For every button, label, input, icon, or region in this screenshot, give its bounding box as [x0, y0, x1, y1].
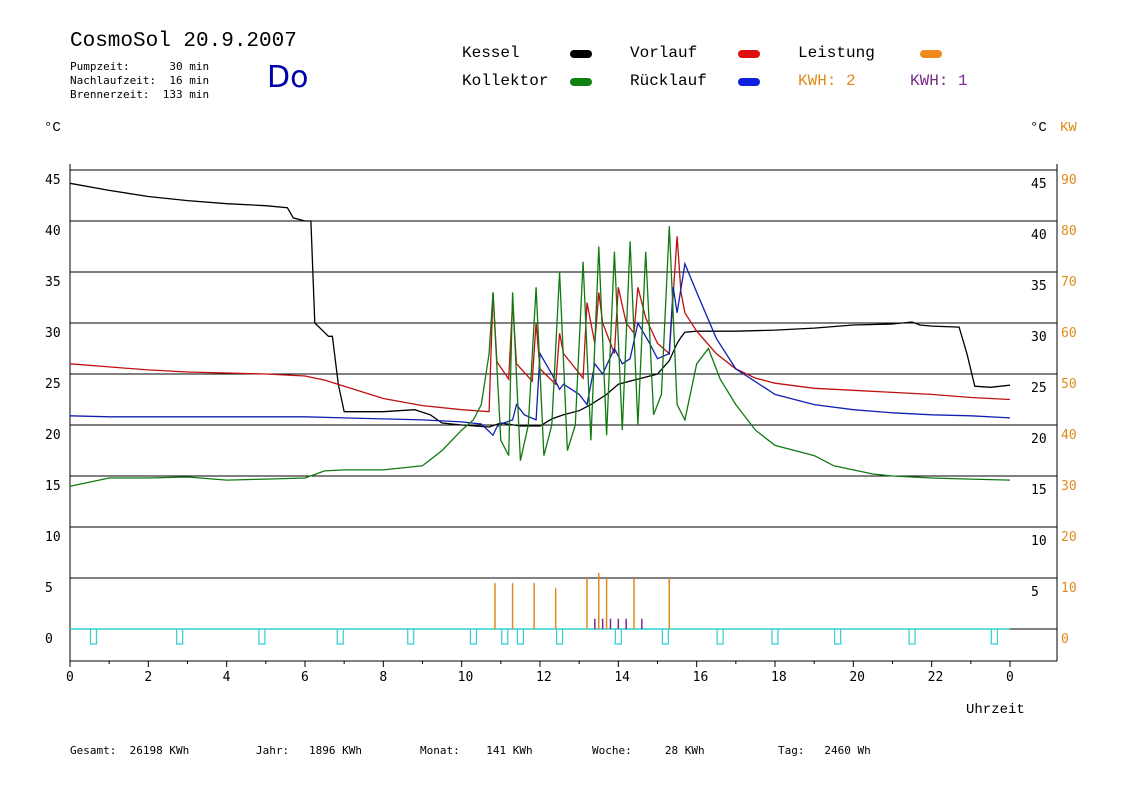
y2-tick-label: 10	[1061, 581, 1077, 596]
pump-marker	[258, 629, 266, 645]
legend-kollektor-label: Kollektor	[462, 72, 549, 90]
pump-marker	[501, 629, 509, 645]
pump-marker	[661, 629, 669, 645]
y-tick-label-right: 35	[1031, 279, 1047, 294]
x-tick-label: 20	[849, 670, 865, 685]
series-line-vorlauf	[69, 236, 1011, 413]
x-tick-label: 0	[66, 670, 74, 685]
pump-marker	[555, 629, 564, 645]
y-tick-label-right: 45	[1031, 177, 1047, 192]
y-tick-label-left: 10	[45, 530, 61, 545]
y-tick-label-left: 0	[45, 632, 53, 647]
y-tick-label-right: 20	[1031, 432, 1047, 447]
footer-jahr: Jahr: 1896 KWh	[256, 744, 362, 757]
x-tick-label: 4	[223, 670, 231, 685]
pump-marker	[908, 629, 916, 645]
y-tick-label-right: 30	[1031, 330, 1047, 345]
y-tick-label-left: 25	[45, 377, 61, 392]
right-axis-unit-kw: KW	[1060, 120, 1077, 136]
legend-ruecklauf-label: Rücklauf	[630, 72, 707, 90]
series-line-kollektor	[69, 226, 1011, 487]
legend-kwh1-label: KWH: 1	[910, 72, 968, 90]
y2-tick-label: 50	[1061, 377, 1077, 392]
legend-leistung-label: Leistung	[798, 44, 875, 62]
legend-leistung-swatch	[920, 50, 942, 58]
x-tick-label: 8	[379, 670, 387, 685]
chart-title: CosmoSol 20.9.2007	[70, 30, 297, 53]
pump-marker	[716, 629, 724, 645]
y-tick-label-left: 30	[45, 326, 61, 341]
legend-kessel-swatch	[570, 50, 592, 58]
y-tick-label-left: 40	[45, 224, 61, 239]
y-tick-label-left: 15	[45, 479, 61, 494]
pump-marker	[336, 629, 344, 645]
pump-marker	[407, 629, 415, 645]
pump-marker	[990, 629, 998, 645]
pump-marker	[469, 629, 478, 645]
x-tick-label: 6	[301, 670, 309, 685]
y2-tick-label: 40	[1061, 428, 1077, 443]
pumpzeit-text: Pumpzeit: 30 min	[70, 60, 210, 73]
x-tick-label: 2	[144, 670, 152, 685]
legend-vorlauf-swatch	[738, 50, 760, 58]
y2-tick-label: 30	[1061, 479, 1077, 494]
y-tick-label-left: 20	[45, 428, 61, 443]
pump-marker	[89, 629, 98, 645]
weekday-label: Do	[267, 60, 309, 95]
x-tick-label: 18	[771, 670, 787, 685]
legend-kessel-label: Kessel	[462, 44, 520, 62]
brennerzeit-text: Brennerzeit: 133 min	[70, 88, 210, 101]
series-line-kessel	[69, 182, 1011, 428]
y-tick-label-right: 15	[1031, 483, 1047, 498]
pump-marker	[771, 629, 779, 645]
legend-vorlauf-label: Vorlauf	[630, 44, 698, 62]
x-tick-label: 10	[458, 670, 474, 685]
y2-tick-label: 70	[1061, 275, 1077, 290]
footer-woche: Woche: 28 KWh	[592, 744, 705, 757]
y2-tick-label: 60	[1061, 326, 1077, 341]
x-tick-label: 14	[614, 670, 630, 685]
series-line-rcklauf	[69, 261, 1011, 437]
legend-kwh2-label: KWH: 2	[798, 72, 856, 90]
y-tick-label-left: 35	[45, 275, 61, 290]
x-tick-label: 0	[1006, 670, 1014, 685]
y-tick-label-right: 25	[1031, 381, 1047, 396]
legend-ruecklauf-swatch	[738, 78, 760, 86]
x-tick-label: 12	[536, 670, 552, 685]
pump-marker	[834, 629, 842, 645]
y2-tick-label: 0	[1061, 632, 1069, 647]
x-axis-label: Uhrzeit	[966, 702, 1025, 718]
legend-kollektor-swatch	[570, 78, 592, 86]
footer-tag: Tag: 2460 Wh	[778, 744, 871, 757]
footer-monat: Monat: 141 KWh	[420, 744, 533, 757]
y-tick-label-right: 10	[1031, 534, 1047, 549]
y-tick-label-right: 40	[1031, 228, 1047, 243]
y2-tick-label: 20	[1061, 530, 1077, 545]
right-axis-unit-c: °C	[1030, 120, 1047, 136]
x-tick-label: 22	[928, 670, 944, 685]
nachlaufzeit-text: Nachlaufzeit: 16 min	[70, 74, 210, 87]
y2-tick-label: 80	[1061, 224, 1077, 239]
pump-marker	[176, 629, 184, 645]
pump-marker	[614, 629, 622, 645]
footer-gesamt: Gesamt: 26198 KWh	[70, 744, 190, 757]
pump-marker	[516, 629, 525, 645]
x-tick-label: 16	[693, 670, 709, 685]
left-axis-unit: °C	[44, 120, 61, 136]
y2-tick-label: 90	[1061, 173, 1077, 188]
y-tick-label-left: 5	[45, 581, 53, 596]
y-tick-label-left: 45	[45, 173, 61, 188]
y-tick-label-right: 5	[1031, 585, 1039, 600]
